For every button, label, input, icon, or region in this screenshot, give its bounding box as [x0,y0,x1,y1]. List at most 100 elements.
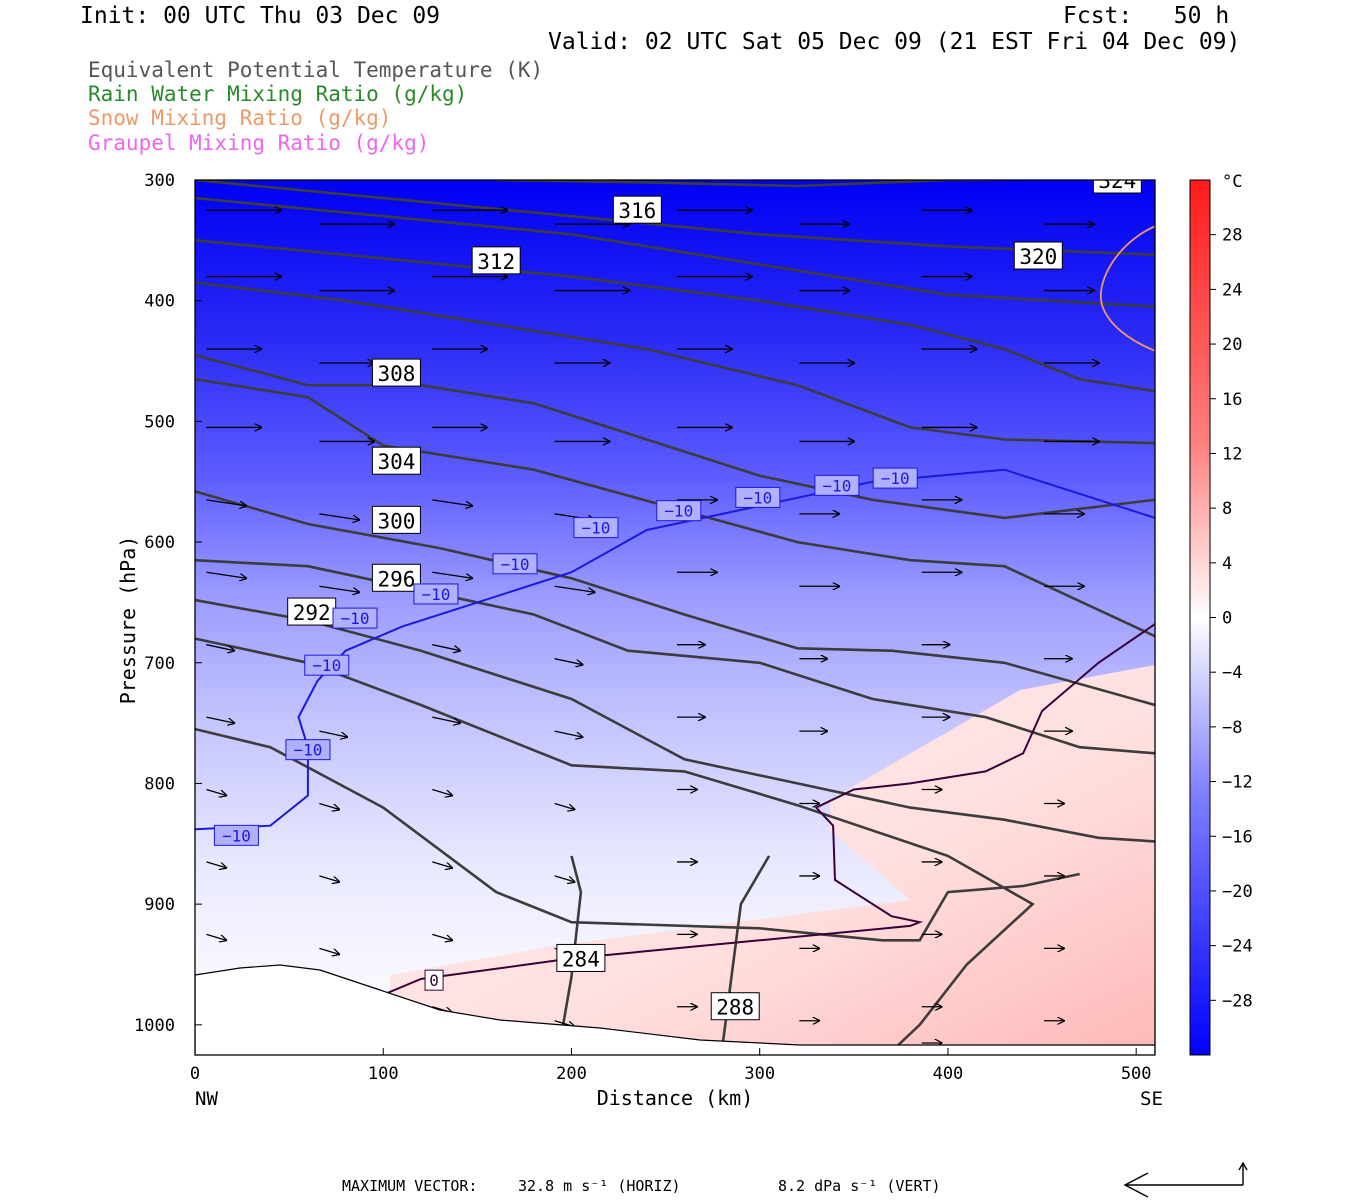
wind-vector [206,716,234,723]
isotherm-label-box [573,517,619,539]
isotherm-label: 0 [429,971,439,990]
theta-e-contour-324 [195,196,1155,308]
theta-e-contour-328 [195,180,1155,257]
theta-e-contour-312 [195,353,1155,520]
wind-vector [319,585,359,592]
nw-label: NW [195,1088,218,1110]
wind-vector [206,933,226,940]
isotherm-label-box [735,486,781,508]
y-tick-label: 300 [144,171,175,191]
theta-e-label-312: 312 [477,250,515,274]
x-tick-label: 0 [190,1064,200,1084]
wind-vector [319,730,347,737]
isotherm-label: −10 [581,519,610,538]
theta-e-contour-288 [195,727,1080,942]
wind-vector [432,499,472,506]
x-axis-label: Distance (km) [597,1086,754,1110]
theta-e-contour-316 [195,281,1155,445]
init-time: Init: 00 UTC Thu 03 Dec 09 [80,3,441,29]
x-tick-label: 200 [556,1064,587,1084]
y-tick-label: 900 [144,895,175,915]
wind-vector [319,875,339,882]
wind-vector [206,788,226,796]
theta-e-contour-304 [195,490,1155,707]
wind-vector [554,585,595,592]
forecast-hour: Fcst: 50 h [1063,3,1230,29]
colorbar-tick-label: 4 [1222,554,1232,574]
legend-theta-e: Equivalent Potential Temperature (K) [88,58,544,82]
theta-e-label-296: 296 [377,567,415,591]
y-tick-label: 500 [144,412,175,432]
isotherm-label: −10 [822,476,851,495]
theta-e-label-box [371,446,421,475]
isotherm-label-box [285,739,331,761]
y-axis-label: Pressure (hPa) [116,536,140,705]
isotherm-label: −10 [341,609,370,628]
max-vector-horiz: 32.8 m s⁻¹ (HORIZ) [518,1177,681,1195]
theta-e-label-292: 292 [293,601,331,625]
legend-snow: Snow Mixing Ratio (g/kg) [88,106,392,130]
isotherm-label-box [304,654,350,676]
se-label: SE [1140,1088,1163,1110]
isotherm-label-box [656,500,702,522]
wind-vector [206,499,246,506]
colorbar-tick-label: −12 [1222,773,1253,793]
theta-e-contour-320 [195,239,1155,393]
colorbar-tick-label: 28 [1222,226,1242,246]
legend-rain-water: Rain Water Mixing Ratio (g/kg) [88,82,468,106]
colorbar [1189,179,1211,1056]
wind-vector [554,802,575,810]
colorbar-tick-label: −24 [1222,937,1253,957]
theta-e-label-300: 300 [377,509,415,533]
theta-e-label-316: 316 [618,199,656,223]
theta-e-label-328: 328 [1098,112,1136,136]
isotherm-label: −10 [293,741,322,760]
theta-e-label-box [371,563,421,592]
theta-e-label-box [1093,109,1141,136]
theta-e-label-box [1013,241,1063,270]
y-tick-label: 400 [144,292,175,312]
wind-vector [432,716,460,723]
theta-e-label-box [371,358,421,387]
colorbar-tick-label: −16 [1222,827,1253,847]
x-tick-label: 100 [368,1064,399,1084]
colorbar-tick-label: −20 [1222,882,1253,902]
isotherm-label-box [413,583,459,605]
theta-e-contour-284 [560,855,583,1032]
max-vector-vert: 8.2 dPa s⁻¹ (VERT) [778,1177,941,1195]
wind-vector [319,802,339,810]
isotherm-label-box [332,607,378,629]
colorbar-unit: °C [1222,172,1242,192]
x-tick-label: 400 [933,1064,964,1084]
plot-frame [194,179,1156,1056]
wind-vector [206,861,226,868]
y-tick-label: 1000 [134,1016,175,1036]
isotherm-label-box [424,969,444,991]
y-tick-label: 600 [144,533,175,553]
colorbar-tick-label: −4 [1222,663,1242,683]
isotherm-label-box [492,553,538,575]
y-tick-label: 800 [144,774,175,794]
valid-time: Valid: 02 UTC Sat 05 Dec 09 (21 EST Fri … [548,29,1241,55]
theta-e-contour-292 [195,637,1035,1053]
x-tick-label: 300 [744,1064,775,1084]
wind-vector [554,658,583,665]
colorbar-tick-label: −8 [1222,718,1242,738]
theta-e-contour-332 [496,180,1061,188]
y-tick-label: 700 [144,654,175,674]
isotherm-label: −10 [222,826,251,845]
colorbar-tick-label: 20 [1222,335,1242,355]
isotherm-0 [381,623,1155,1014]
x-tick-label: 500 [1121,1064,1152,1084]
wind-vector [432,861,452,868]
wind-vector [432,644,460,651]
theta-e-label-284: 284 [562,947,600,971]
theta-e-label-box [1092,180,1142,194]
wind-vector [554,730,583,737]
wind-vector [319,513,359,520]
wind-vector [432,571,472,578]
colorbar-tick-label: −28 [1222,991,1253,1011]
theta-e-label-box [894,49,942,76]
theta-e-label-288: 288 [716,996,754,1020]
